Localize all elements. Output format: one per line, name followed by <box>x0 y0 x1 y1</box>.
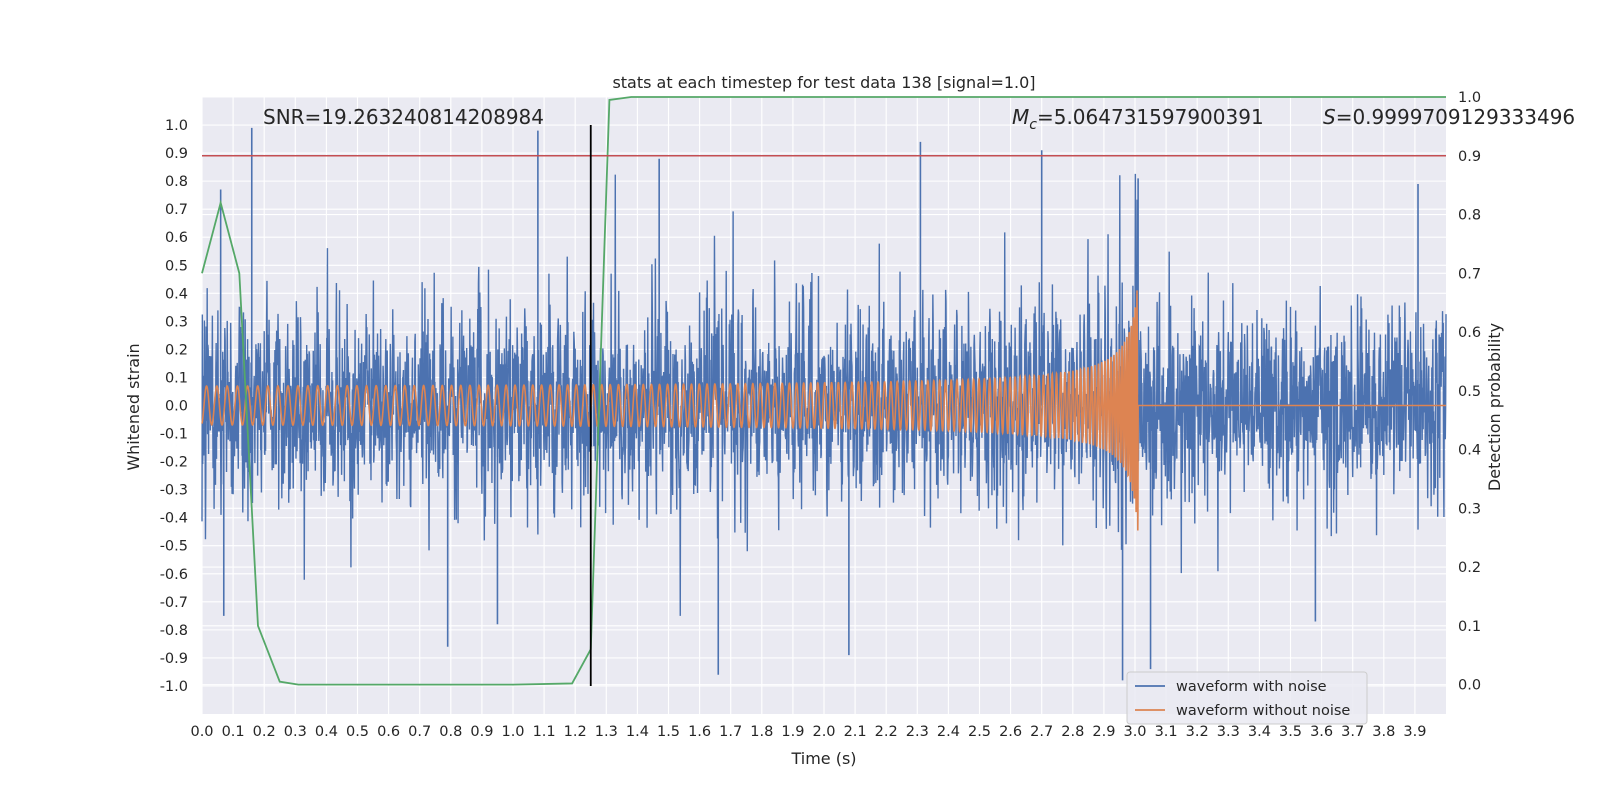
x-tick-label: 0.7 <box>408 724 431 740</box>
legend: waveform with noise waveform without noi… <box>1126 671 1368 725</box>
x-tick-label: 3.4 <box>1248 724 1271 740</box>
y2-tick-label: 0.1 <box>1458 619 1481 635</box>
y-tick-label: -0.9 <box>160 651 188 667</box>
x-tick-label: 0.1 <box>222 724 245 740</box>
x-tick-label: 1.1 <box>533 724 556 740</box>
y-tick-label: 0.6 <box>165 230 188 246</box>
y-tick-label: 0.2 <box>165 342 188 358</box>
y2-tick-label: 0.5 <box>1458 384 1481 400</box>
y-tick-label: -0.8 <box>160 623 188 639</box>
x-tick-label: 0.5 <box>346 724 369 740</box>
x-tick-label: 0.8 <box>439 724 462 740</box>
x-tick-label: 1.8 <box>750 724 773 740</box>
series-waveform-with-noise <box>201 127 1447 681</box>
probability-trace <box>201 96 1446 686</box>
x-tick-label: 3.5 <box>1279 724 1302 740</box>
y-tick-label: -0.7 <box>160 595 188 611</box>
x-tick-label: 1.2 <box>564 724 587 740</box>
markers <box>202 125 1446 686</box>
x-tick-label: 2.6 <box>999 724 1022 740</box>
x-tick-label: 0.2 <box>253 724 276 740</box>
tick-labels: 0.0 0.1 0.2 0.3 0.4 0.5 0.6 0.7 0.8 0.9 1.0 1.1 1.2 1… <box>160 90 1481 740</box>
chart-title: stats at each timestep for test data 138… <box>612 73 1035 92</box>
y-tick-label: -0.2 <box>160 455 188 471</box>
noise-trace <box>201 173 1447 616</box>
x-tick-label: 2.4 <box>937 724 960 740</box>
x-tick-label: 0.0 <box>190 724 213 740</box>
s-symbol: S <box>1323 105 1336 129</box>
y-tick-label: -0.5 <box>160 539 188 555</box>
y-tick-label: 0.5 <box>165 258 188 274</box>
chirp-mass-annotation: Mc=5.064731597900391 <box>1012 105 1264 133</box>
series-detection-probability <box>201 96 1446 686</box>
y2-tick-label: 0.4 <box>1458 443 1481 459</box>
y2-tick-label: 1.0 <box>1458 90 1481 106</box>
y-tick-label: 0.1 <box>165 370 188 386</box>
y2-tick-label: 0.8 <box>1458 208 1481 224</box>
y2-tick-label: 0.9 <box>1458 149 1481 165</box>
y-tick-label: -0.1 <box>160 427 188 443</box>
s-value: =0.9999709129333496 <box>1336 105 1575 129</box>
legend-label-no-noise: waveform without noise <box>1176 703 1350 719</box>
x-tick-label: 3.6 <box>1310 724 1333 740</box>
snr-annotation: SNR=19.263240814208984 <box>263 105 544 129</box>
y-tick-label: 0.0 <box>165 399 188 415</box>
y-tick-label: 0.4 <box>165 286 188 302</box>
series-waveform-without-noise <box>201 290 1446 531</box>
x-tick-label: 2.9 <box>1092 724 1115 740</box>
y-tick-label: 0.7 <box>165 202 188 218</box>
x-tick-label: 3.2 <box>1186 724 1209 740</box>
y-tick-label: 0.3 <box>165 314 188 330</box>
y2-axis-label: Detection probability <box>1485 323 1504 491</box>
x-tick-label: 1.3 <box>595 724 618 740</box>
y2-tick-label: 0.7 <box>1458 266 1481 282</box>
chirp-mass-subscript: c <box>1029 117 1037 133</box>
y2-tick-label: 0.6 <box>1458 325 1481 341</box>
x-tick-label: 2.1 <box>844 724 867 740</box>
y2-tick-label: 0.2 <box>1458 560 1481 576</box>
y-tick-label: -1.0 <box>160 679 188 695</box>
x-tick-label: 3.8 <box>1372 724 1395 740</box>
x-tick-label: 3.1 <box>1155 724 1178 740</box>
x-tick-label: 2.5 <box>968 724 991 740</box>
x-tick-label: 3.9 <box>1403 724 1426 740</box>
x-tick-label: 2.2 <box>875 724 898 740</box>
x-tick-label: 2.8 <box>1061 724 1084 740</box>
legend-label-noise: waveform with noise <box>1176 679 1327 695</box>
x-tick-label: 0.4 <box>315 724 338 740</box>
x-tick-label: 3.3 <box>1217 724 1240 740</box>
chirp-trace <box>201 290 1446 531</box>
x-tick-label: 1.4 <box>626 724 649 740</box>
x-tick-label: 3.0 <box>1123 724 1146 740</box>
y-axis-label: Whitened strain <box>124 343 143 470</box>
x-tick-label: 3.7 <box>1341 724 1364 740</box>
x-tick-label: 2.3 <box>906 724 929 740</box>
legend-box <box>1126 671 1368 725</box>
x-tick-label: 0.9 <box>470 724 493 740</box>
y-tick-label: 1.0 <box>165 118 188 134</box>
chirp-mass-symbol: M <box>1012 105 1029 129</box>
x-axis-label: Time (s) <box>790 749 856 768</box>
x-tick-label: 1.0 <box>501 724 524 740</box>
x-tick-label: 1.5 <box>657 724 680 740</box>
x-tick-label: 2.0 <box>812 724 835 740</box>
x-tick-label: 2.7 <box>1030 724 1053 740</box>
y-tick-label: -0.4 <box>160 511 188 527</box>
x-tick-label: 0.6 <box>377 724 400 740</box>
x-tick-label: 1.7 <box>719 724 742 740</box>
x-tick-label: 1.9 <box>781 724 804 740</box>
y-tick-label: -0.3 <box>160 483 188 499</box>
x-tick-label: 0.3 <box>284 724 307 740</box>
y2-tick-label: 0.3 <box>1458 501 1481 517</box>
y2-tick-label: 0.0 <box>1458 678 1481 694</box>
y-tick-label: 0.9 <box>165 146 188 162</box>
y-tick-label: -0.6 <box>160 567 188 583</box>
chirp-mass-value: =5.064731597900391 <box>1037 105 1264 129</box>
y-tick-label: 0.8 <box>165 174 188 190</box>
x-tick-label: 1.6 <box>688 724 711 740</box>
s-annotation: S=0.9999709129333496 <box>1323 105 1575 129</box>
